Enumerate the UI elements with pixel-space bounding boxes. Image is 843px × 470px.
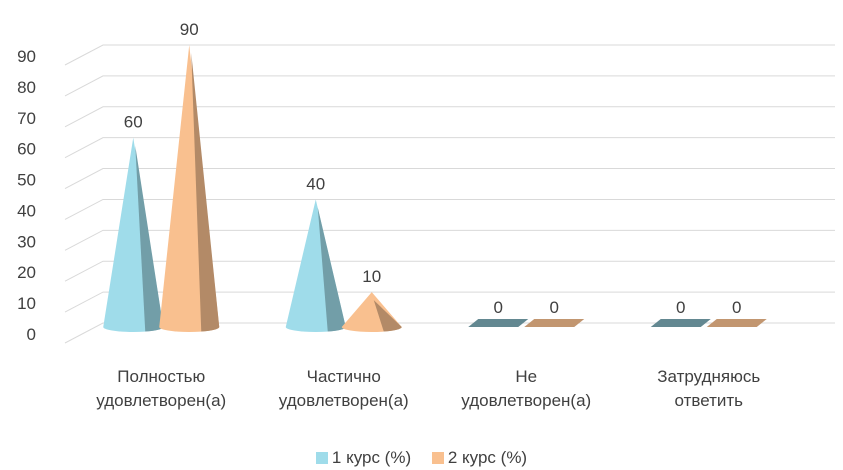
data-label: 0 [676, 298, 685, 317]
cone-shadow [317, 207, 346, 332]
x-tick-label: Не удовлетворен(а) [461, 367, 591, 410]
cone-shadow [373, 300, 402, 332]
data-label: 0 [732, 298, 741, 317]
y-tick-label: 60 [17, 140, 36, 159]
data-label: 10 [362, 267, 381, 286]
legend-item-series-2: 2 курс (%) [431, 448, 528, 468]
y-tick-label: 50 [17, 171, 36, 190]
legend: 1 курс (%) 2 курс (%) [0, 448, 843, 469]
gridline [64, 44, 835, 66]
cone-shadow [135, 145, 164, 332]
zero-marker [650, 319, 711, 327]
y-tick-label: 20 [17, 263, 36, 282]
gridline [64, 106, 835, 128]
gridline [64, 168, 835, 189]
x-tick-label: Затрудняюсь ответить [657, 367, 760, 410]
legend-swatch-series-2 [431, 452, 444, 464]
gridline [64, 322, 835, 344]
y-tick-label: 40 [17, 201, 36, 220]
gridline [64, 260, 835, 282]
data-label: 90 [180, 20, 199, 39]
x-tick-label: Частично удовлетворен(а) [279, 367, 409, 410]
zero-marker [706, 319, 767, 327]
gridline [64, 291, 835, 313]
y-tick-label: 90 [17, 47, 36, 66]
y-tick-label: 70 [17, 109, 36, 128]
gridline [64, 75, 835, 97]
zero-marker [524, 319, 585, 327]
legend-label-series-1: 1 курс (%) [331, 448, 412, 467]
gridline [64, 137, 835, 159]
data-label: 0 [494, 298, 503, 317]
gridline [64, 229, 835, 251]
zero-marker [468, 319, 529, 327]
cone-shadow [191, 53, 220, 332]
legend-swatch-series-1 [315, 452, 328, 464]
data-label: 0 [550, 298, 559, 317]
legend-item-series-1: 1 курс (%) [315, 448, 412, 468]
y-tick-label: 30 [17, 232, 36, 251]
data-label: 60 [124, 113, 143, 132]
y-tick-label: 10 [17, 294, 36, 313]
legend-label-series-2: 2 курс (%) [447, 448, 528, 467]
y-tick-label: 80 [17, 78, 36, 97]
x-tick-label: Полностью удовлетворен(а) [96, 367, 226, 410]
data-label: 40 [306, 174, 325, 193]
gridline [64, 198, 835, 220]
y-tick-label: 0 [27, 325, 36, 344]
